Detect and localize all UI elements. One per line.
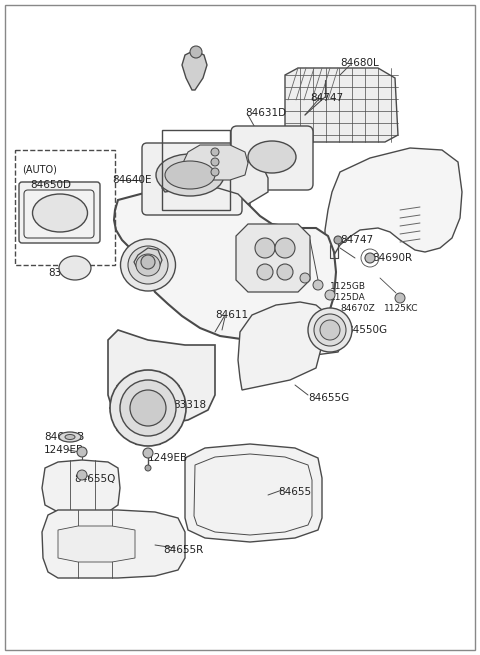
Polygon shape	[308, 148, 462, 355]
Polygon shape	[42, 460, 120, 514]
Circle shape	[190, 46, 202, 58]
Text: 84655: 84655	[278, 487, 311, 497]
Polygon shape	[285, 68, 398, 142]
Text: 84611: 84611	[215, 310, 248, 320]
FancyBboxPatch shape	[142, 143, 242, 215]
Ellipse shape	[33, 194, 87, 232]
Circle shape	[275, 238, 295, 258]
Circle shape	[145, 465, 151, 471]
Text: 1249EB: 1249EB	[148, 453, 188, 463]
Text: 84655G: 84655G	[308, 393, 349, 403]
Text: 84655Q: 84655Q	[74, 474, 115, 484]
Polygon shape	[58, 526, 135, 562]
Circle shape	[77, 447, 87, 457]
Circle shape	[141, 255, 155, 269]
Text: 84680L: 84680L	[340, 58, 379, 68]
Circle shape	[110, 370, 186, 446]
Circle shape	[395, 293, 405, 303]
Text: 84670Z: 84670Z	[340, 304, 375, 313]
Circle shape	[314, 314, 346, 346]
Text: 84650D: 84650D	[30, 180, 71, 190]
Text: 83319: 83319	[48, 268, 81, 278]
Ellipse shape	[65, 434, 75, 440]
Text: (AUTO): (AUTO)	[22, 165, 57, 175]
FancyBboxPatch shape	[231, 126, 313, 190]
Circle shape	[277, 264, 293, 280]
Polygon shape	[114, 188, 336, 340]
Polygon shape	[108, 330, 215, 425]
FancyBboxPatch shape	[19, 182, 100, 243]
Text: 84645B: 84645B	[44, 432, 84, 442]
Text: 1125KC: 1125KC	[384, 304, 419, 313]
Circle shape	[211, 158, 219, 166]
Circle shape	[77, 470, 87, 480]
Polygon shape	[238, 302, 322, 390]
Text: 84690R: 84690R	[372, 253, 412, 263]
Circle shape	[334, 236, 342, 244]
Text: 84631D: 84631D	[245, 108, 286, 118]
Ellipse shape	[248, 141, 296, 173]
Circle shape	[211, 148, 219, 156]
Ellipse shape	[59, 256, 91, 280]
Polygon shape	[236, 224, 310, 292]
Ellipse shape	[136, 254, 160, 276]
Circle shape	[325, 290, 335, 300]
Polygon shape	[42, 510, 185, 578]
Text: 84747: 84747	[340, 235, 373, 245]
FancyBboxPatch shape	[158, 159, 250, 223]
Polygon shape	[134, 248, 162, 274]
Circle shape	[308, 308, 352, 352]
FancyBboxPatch shape	[150, 151, 246, 219]
Circle shape	[130, 390, 166, 426]
Ellipse shape	[120, 239, 176, 291]
Polygon shape	[182, 52, 207, 90]
Text: 84655R: 84655R	[163, 545, 203, 555]
Circle shape	[120, 380, 176, 436]
Ellipse shape	[128, 246, 168, 284]
Text: 84550G: 84550G	[346, 325, 387, 335]
Polygon shape	[162, 160, 268, 204]
Ellipse shape	[156, 154, 224, 196]
Circle shape	[320, 320, 340, 340]
Text: 1249EB: 1249EB	[44, 445, 84, 455]
Circle shape	[255, 238, 275, 258]
Polygon shape	[182, 145, 248, 180]
Text: 84625K: 84625K	[128, 255, 168, 265]
Circle shape	[211, 168, 219, 176]
Circle shape	[300, 273, 310, 283]
Ellipse shape	[165, 161, 215, 189]
Text: 1125GB: 1125GB	[330, 282, 366, 291]
Ellipse shape	[59, 432, 81, 442]
Polygon shape	[185, 444, 322, 542]
Text: 1125DA: 1125DA	[330, 293, 366, 302]
Text: 84747: 84747	[310, 93, 343, 103]
Circle shape	[365, 253, 375, 263]
Circle shape	[257, 264, 273, 280]
Circle shape	[313, 280, 323, 290]
Text: 84640E: 84640E	[112, 175, 152, 185]
Text: 83318: 83318	[173, 400, 206, 410]
Circle shape	[143, 448, 153, 458]
